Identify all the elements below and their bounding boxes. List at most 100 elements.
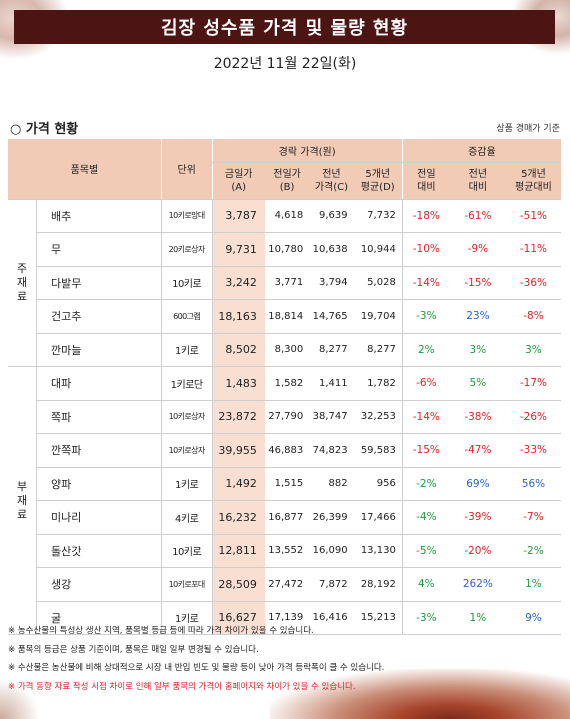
price-lastyear: 882 xyxy=(309,467,354,501)
section-header: ○ 가격 현황 상품 경매가 기준 xyxy=(10,118,560,138)
price-today: 12,811 xyxy=(212,534,265,568)
price-avg5: 32,253 xyxy=(353,400,403,434)
change-vs-lastyear: -20% xyxy=(449,534,506,568)
item-unit: 10키로 xyxy=(160,266,213,300)
price-avg5: 13,130 xyxy=(353,534,403,568)
change-vs-lastyear: -61% xyxy=(449,199,506,233)
price-prevday: 4,618 xyxy=(264,199,310,233)
footnotes: ※ 농수산물의 특성상 생산 지역, 품목별 등급 등에 따라 가격 차이가 있… xyxy=(8,622,563,696)
item-unit: 10키로상자 xyxy=(160,433,213,468)
price-lastyear: 8,277 xyxy=(309,333,354,367)
table-row: 주 재 료 배추 10키로망대 3,787 4,618 9,639 7,732 -18% -61% -… xyxy=(8,199,561,367)
price-lastyear: 9,639 xyxy=(309,199,354,233)
change-vs-lastyear: 5% xyxy=(449,366,506,401)
price-lastyear: 38,747 xyxy=(309,400,354,434)
change-vs-avg5: 9% xyxy=(505,601,561,635)
change-vs-prevday: -6% xyxy=(402,366,450,401)
section-note: 상품 경매가 기준 xyxy=(496,124,560,134)
price-prevday: 1,515 xyxy=(264,467,310,501)
price-today: 3,242 xyxy=(212,266,265,300)
table-row: 돌산갓 10키로 12,811 13,552 16,090 13,130 -5% -20% -2… xyxy=(8,534,561,568)
report-date: 2022년 11월 22일(화) xyxy=(213,56,357,72)
item-unit: 10키로 xyxy=(160,534,213,568)
price-today: 18,163 xyxy=(212,299,265,334)
change-vs-prevday: -14% xyxy=(402,266,450,300)
footnote: ※ 가격 동향 자료 작성 시점 차이로 인해 일부 품목의 가격이 홈페이지와… xyxy=(8,681,356,692)
item-unit: 1키로 xyxy=(160,467,213,501)
price-prevday: 10,780 xyxy=(264,232,310,267)
item-name: 배추 xyxy=(36,199,162,233)
item-name: 무 xyxy=(36,232,162,267)
item-name: 대파 xyxy=(36,366,162,401)
change-vs-lastyear: 262% xyxy=(449,567,506,602)
item-unit: 1키로 xyxy=(160,601,213,635)
price-lastyear: 16,090 xyxy=(309,534,354,568)
footnote: ※ 품목의 등급은 상품 기준이며, 품목은 매일 일부 변경될 수 있습니다. xyxy=(8,644,259,655)
item-unit: 10키로포대 xyxy=(160,567,213,602)
item-unit: 10키로상자 xyxy=(160,400,213,434)
change-vs-avg5: 56% xyxy=(505,467,561,501)
item-name: 돌산갓 xyxy=(36,534,162,568)
table-row: 양파 1키로 1,492 1,515 882 956 -2% 69% 56% xyxy=(8,467,561,501)
item-unit: 4키로 xyxy=(160,500,213,535)
price-today: 16,232 xyxy=(212,500,265,535)
header-unit: 단위 xyxy=(160,139,213,200)
price-avg5: 5,028 xyxy=(353,266,403,300)
change-vs-prevday: -4% xyxy=(402,500,450,535)
price-prevday: 16,877 xyxy=(264,500,310,535)
header-change-group: 증감율 xyxy=(401,139,561,163)
item-name: 쪽파 xyxy=(36,400,162,434)
price-prevday: 1,582 xyxy=(264,366,310,401)
change-vs-avg5: -11% xyxy=(505,232,561,267)
item-unit: 1키로 xyxy=(160,333,213,367)
header-lastyear: 전년 가격(C) xyxy=(309,161,354,200)
table-row: 굴 1키로 16,627 17,139 16,416 15,213 -3% 1% 9% xyxy=(8,601,561,635)
change-vs-avg5: 3% xyxy=(505,333,561,367)
table-row: 부 재 료 대파 1키로단 1,483 1,582 1,411 1,782 -6% 5% -17% xyxy=(8,366,561,635)
price-table: 품목별 단위 경락 가격(원) 증감율 금일가 (A) 전일가 (B) 전년 가격(C… xyxy=(8,139,561,635)
item-unit: 20키로상자 xyxy=(160,232,213,267)
price-lastyear: 16,416 xyxy=(309,601,354,635)
change-vs-lastyear: -47% xyxy=(449,433,506,468)
item-unit: 600그램 xyxy=(160,299,213,334)
price-lastyear: 26,399 xyxy=(309,500,354,535)
change-vs-avg5: -26% xyxy=(505,400,561,434)
section-title: ○ 가격 현황 xyxy=(10,122,79,137)
price-lastyear: 7,872 xyxy=(309,567,354,602)
change-vs-lastyear: 23% xyxy=(449,299,506,334)
item-name: 깐마늘 xyxy=(36,333,162,367)
price-avg5: 1,782 xyxy=(353,366,403,401)
table-row: 깐마늘 1키로 8,502 8,300 8,277 8,277 2% 3% 3% xyxy=(8,333,561,367)
price-avg5: 8,277 xyxy=(353,333,403,367)
change-vs-lastyear: -39% xyxy=(449,500,506,535)
kimchi-decoration-bottom-right xyxy=(270,669,570,719)
price-today: 39,955 xyxy=(212,433,265,468)
price-avg5: 10,944 xyxy=(353,232,403,267)
header-avg5: 5개년 평균(D) xyxy=(353,161,403,200)
footnote: ※ 수산물은 농산물에 비해 상대적으로 시장 내 반입 빈도 및 물량 등이 … xyxy=(8,663,385,673)
header-price-group: 경락 가격(원) xyxy=(211,139,403,163)
change-vs-prevday: -18% xyxy=(402,199,450,233)
change-vs-avg5: -17% xyxy=(505,366,561,401)
price-prevday: 17,139 xyxy=(264,601,310,635)
change-vs-prevday: 4% xyxy=(402,567,450,602)
price-avg5: 59,583 xyxy=(353,433,403,468)
change-vs-avg5: -33% xyxy=(505,433,561,468)
item-name: 다발무 xyxy=(36,266,162,300)
header-today: 금일가 (A) xyxy=(211,161,265,200)
item-name: 굴 xyxy=(36,601,162,635)
price-table-body: 주 재 료 배추 10키로망대 3,787 4,618 9,639 7,732 -18% -61% -… xyxy=(8,199,561,635)
change-vs-prevday: -15% xyxy=(402,433,450,468)
price-today: 3,787 xyxy=(212,199,265,233)
item-name: 양파 xyxy=(36,467,162,501)
change-vs-prevday: -2% xyxy=(402,467,450,501)
page-title-text: 김장 성수품 가격 및 물량 현황 xyxy=(160,18,409,39)
item-name: 생강 xyxy=(36,567,162,602)
page-title: 김장 성수품 가격 및 물량 현황 xyxy=(14,10,555,44)
change-vs-lastyear: -9% xyxy=(449,232,506,267)
price-today: 9,731 xyxy=(212,232,265,267)
change-vs-avg5: 1% xyxy=(505,567,561,602)
item-name: 건고추 xyxy=(36,299,162,334)
